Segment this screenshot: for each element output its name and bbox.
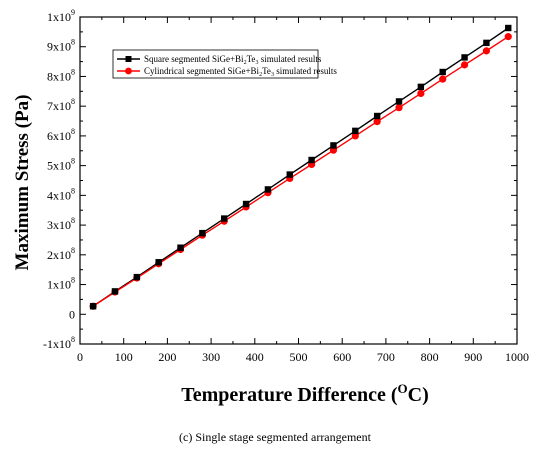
- legend-marker-2: [125, 67, 132, 75]
- legend-entry-1: Square segmented SiGe+Bi2Te3 simulated r…: [144, 54, 322, 66]
- series-line-2: [92, 36, 509, 307]
- series-1-point: [373, 112, 381, 120]
- series-2-point: [504, 33, 512, 41]
- legend-marker-1: [125, 56, 132, 62]
- y-tick-label: 3x108: [47, 216, 75, 232]
- series-2-point: [373, 118, 381, 126]
- legend: Square segmented SiGe+Bi2Te3 simulated r…: [112, 49, 337, 79]
- plot-frame: [79, 16, 518, 345]
- y-tick-label: 7x108: [47, 97, 75, 113]
- y-tick-label: 8x108: [47, 67, 75, 83]
- x-tick-label: 1000: [505, 350, 529, 364]
- series-2-point: [351, 132, 359, 140]
- y-tick-label: 1x109: [47, 8, 75, 24]
- series-1-point: [155, 259, 162, 266]
- y-tick-label: 0: [69, 307, 75, 321]
- figure-caption: (c) Single stage segmented arrangement: [179, 430, 371, 444]
- series-1-point: [505, 24, 512, 32]
- ticks-layer: 0 100 200 300 400 500 600 700 800 900 1000-1x10801…: [43, 8, 529, 364]
- series-2-point: [460, 61, 469, 69]
- series-1-point: [111, 288, 119, 295]
- x-tick-label: 400: [246, 350, 264, 364]
- x-tick-label: 700: [377, 350, 395, 364]
- x-tick-label: 600: [333, 350, 351, 364]
- series-1-point: [308, 156, 315, 164]
- y-tick-label: 9x108: [47, 38, 75, 54]
- series-1-point: [199, 229, 206, 237]
- series-2-point: [395, 104, 403, 112]
- y-tick-label: 4x108: [47, 186, 75, 202]
- series-1-point: [395, 98, 403, 105]
- series-1-point: [286, 171, 293, 178]
- y-axis-title: Maximum Stress (Pa): [12, 95, 33, 271]
- y-tick-label: 2x108: [47, 246, 75, 262]
- x-tick-label: 200: [158, 350, 176, 364]
- series-layer: [89, 24, 512, 310]
- series-1-point: [483, 39, 490, 47]
- chart: 0 100 200 300 400 500 600 700 800 900 1000-1x10801…: [12, 8, 529, 406]
- series-1-point: [417, 83, 425, 91]
- y-tick-label: -1x108: [43, 335, 75, 351]
- y-tick-label: 5x108: [47, 157, 75, 173]
- series-1-point: [352, 127, 359, 135]
- series-1-point: [177, 244, 184, 251]
- legend-box: [112, 49, 319, 79]
- series-2-point: [482, 47, 491, 55]
- series-1-point: [264, 186, 272, 193]
- x-tick-label: 100: [115, 350, 133, 364]
- x-tick-label: 900: [464, 350, 482, 364]
- series-1-point: [461, 54, 468, 61]
- x-tick-label: 300: [202, 350, 220, 364]
- x-axis-title: Temperature Difference (OC): [181, 381, 428, 406]
- series-1-point: [439, 68, 446, 76]
- y-tick-label: 1x108: [47, 276, 75, 292]
- series-2-point: [439, 75, 447, 83]
- y-tick-label: 6x108: [47, 127, 75, 143]
- x-tick-label: 0: [77, 350, 83, 364]
- x-tick-label: 800: [421, 350, 439, 364]
- x-tick-label: 500: [290, 350, 308, 364]
- series-1-point: [221, 215, 228, 222]
- legend-entry-2: Cylindrical segmented SiGe+Bi2Te3 simula…: [144, 66, 337, 78]
- series-1-point: [133, 273, 141, 281]
- series-1-point: [330, 142, 337, 149]
- series-2-point: [417, 89, 425, 97]
- series-1-point: [242, 200, 250, 208]
- series-1-point: [89, 303, 97, 310]
- series-line-1: [92, 27, 509, 307]
